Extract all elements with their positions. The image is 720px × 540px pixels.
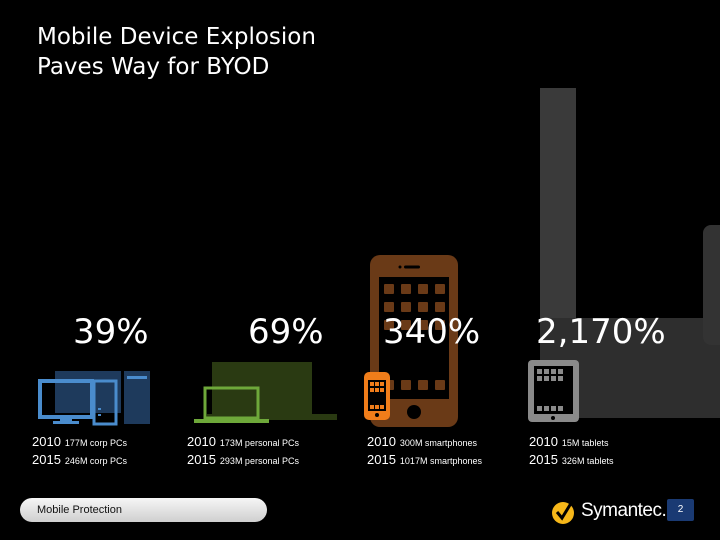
symantec-logo-text: Symantec.	[581, 500, 667, 521]
stat-smartphones-2015: 2015 1017M smartphones	[367, 452, 482, 467]
percent-tablets: 2,170%	[536, 312, 666, 352]
stat-corp-pcs-2015: 2015 246M corp PCs	[32, 452, 127, 467]
stat-personal-pcs-2015: 2015 293M personal PCs	[187, 452, 299, 467]
title-line-1: Mobile Device Explosion	[37, 24, 316, 50]
symantec-logo: Symantec.	[551, 495, 667, 527]
background-right-edge-shape	[703, 225, 720, 345]
stat-tablets-2015: 2015 326M tablets	[529, 452, 614, 467]
stat-smartphones-2010: 2010 300M smartphones	[367, 434, 477, 449]
stat-corp-pcs-2010: 2010 177M corp PCs	[32, 434, 127, 449]
footer-section-label: Mobile Protection	[20, 498, 267, 522]
percent-smartphones: 340%	[383, 312, 481, 352]
title-line-2: Paves Way for BYOD	[37, 54, 270, 80]
stat-tablets-2010: 2010 15M tablets	[529, 434, 609, 449]
symantec-checkmark-icon	[552, 499, 575, 524]
percent-corp-pcs: 39%	[73, 312, 149, 352]
percent-personal-pcs: 69%	[248, 312, 324, 352]
slide-title: Mobile Device Explosion Paves Way for BY…	[37, 22, 316, 82]
stat-personal-pcs-2010: 2010 173M personal PCs	[187, 434, 299, 449]
page-number-badge: 2	[667, 499, 694, 521]
